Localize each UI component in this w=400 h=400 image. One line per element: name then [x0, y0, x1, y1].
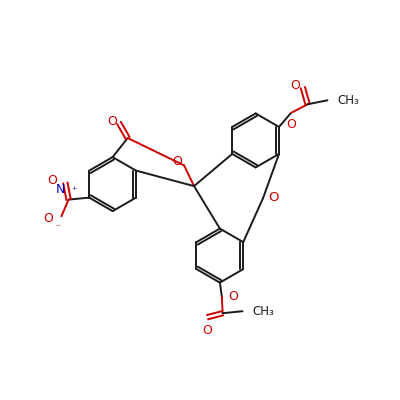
Text: O: O [47, 174, 57, 188]
Text: O: O [108, 115, 118, 128]
Text: O: O [291, 79, 301, 92]
Text: O: O [172, 155, 182, 168]
Text: ⁻: ⁻ [56, 224, 61, 234]
Text: CH₃: CH₃ [253, 305, 274, 318]
Text: O: O [269, 191, 279, 204]
Text: O: O [286, 118, 296, 131]
Text: O: O [43, 212, 53, 225]
Text: O: O [203, 324, 212, 337]
Text: N: N [56, 184, 65, 196]
Text: ⁺: ⁺ [72, 186, 77, 196]
Text: CH₃: CH₃ [338, 94, 360, 107]
Text: O: O [229, 290, 238, 303]
